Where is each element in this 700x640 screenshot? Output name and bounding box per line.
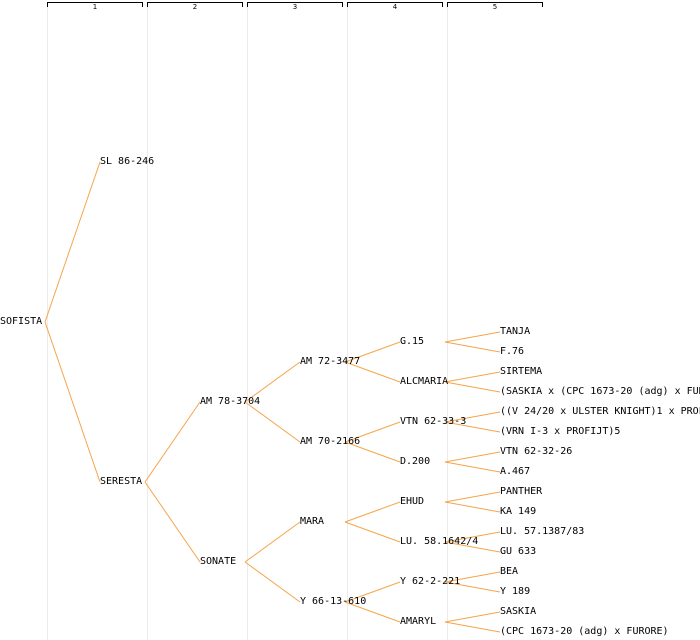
- pedigree-node-dam-sire[interactable]: AM 78-3704: [200, 396, 261, 407]
- pedigree-node-g3-2[interactable]: AM 70-2166: [300, 436, 361, 447]
- pedigree-node-g5-15[interactable]: SASKIA: [500, 606, 537, 617]
- pedigree-node-g5-13[interactable]: BEA: [500, 566, 519, 577]
- pedigree-node-g5-11[interactable]: LU. 57.1387/83: [500, 526, 585, 537]
- column-guide-5: [447, 4, 448, 640]
- connector-g4_2-g5_3: [444, 371, 501, 383]
- pedigree-node-g4-6[interactable]: LU. 58.1642/4: [400, 536, 479, 547]
- pedigree-node-g5-8[interactable]: A.467: [500, 466, 531, 477]
- connector-g4_3-g5_6: [444, 421, 501, 433]
- pedigree-node-g3-3[interactable]: MARA: [300, 516, 325, 527]
- connector-g4_5-g5_9: [444, 491, 501, 503]
- pedigree-node-g5-9[interactable]: PANTHER: [500, 486, 543, 497]
- pedigree-node-g5-14[interactable]: Y 189: [500, 586, 531, 597]
- column-guide-4: [347, 4, 348, 640]
- connector-g4_4-g5_7: [444, 451, 501, 463]
- pedigree-node-g3-1[interactable]: AM 72-3477: [300, 356, 361, 367]
- connector-dam_sire-g3_2: [244, 401, 301, 443]
- connector-g3_4-g4_7: [344, 581, 401, 603]
- pedigree-node-g5-4[interactable]: (SASKIA x (CPC 1673-20 (adg) x FURORE)): [500, 386, 700, 397]
- pedigree-node-g5-2[interactable]: F.76: [500, 346, 525, 357]
- generation-number: 3: [292, 3, 298, 11]
- column-guide-1: [47, 4, 48, 640]
- connector-g3_3-g4_5: [344, 501, 401, 523]
- connector-g3_1-g4_2: [344, 361, 401, 383]
- pedigree-node-g4-5[interactable]: EHUD: [400, 496, 425, 507]
- connector-g4_8-g5_15: [444, 611, 501, 623]
- pedigree-node-g4-1[interactable]: G.15: [400, 336, 425, 347]
- connector-root-sire: [44, 161, 101, 323]
- connector-g4_2-g5_4: [444, 381, 501, 393]
- pedigree-node-g5-12[interactable]: GU 633: [500, 546, 537, 557]
- connector-dam_sire-g3_1: [244, 361, 301, 403]
- pedigree-node-g5-3[interactable]: SIRTEMA: [500, 366, 543, 377]
- connector-dam_dam-g3_3: [244, 521, 301, 563]
- pedigree-node-g5-16[interactable]: (CPC 1673-20 (adg) x FURORE): [500, 626, 669, 637]
- connector-g4_5-g5_10: [444, 501, 501, 513]
- generation-header-2: 2: [147, 0, 243, 11]
- connector-g4_3-g5_5: [444, 411, 501, 423]
- generation-header-1: 1: [47, 0, 143, 11]
- pedigree-node-g3-4[interactable]: Y 66-13-610: [300, 596, 367, 607]
- connector-root-dam: [44, 321, 101, 483]
- generation-number: 2: [192, 3, 198, 11]
- connector-g4_1-g5_1: [444, 331, 501, 343]
- pedigree-node-sire[interactable]: SL 86-246: [100, 156, 155, 167]
- pedigree-node-g4-2[interactable]: ALCMARIA: [400, 376, 449, 387]
- pedigree-node-g4-8[interactable]: AMARYL: [400, 616, 437, 627]
- pedigree-node-g4-7[interactable]: Y 62-2-221: [400, 576, 461, 587]
- pedigree-node-g4-4[interactable]: D.200: [400, 456, 431, 467]
- connector-g4_1-g5_2: [444, 341, 501, 353]
- pedigree-node-g4-3[interactable]: VTN 62-33-3: [400, 416, 467, 427]
- connector-g4_4-g5_8: [444, 461, 501, 473]
- generation-number: 5: [492, 3, 498, 11]
- connector-g3_2-g4_4: [344, 441, 401, 463]
- generation-header-5: 5: [447, 0, 543, 11]
- generation-number: 4: [392, 3, 398, 11]
- pedigree-node-root[interactable]: SOFISTA: [0, 316, 43, 327]
- generation-number: 1: [92, 3, 98, 11]
- pedigree-node-g5-5[interactable]: ((V 24/20 x ULSTER KNIGHT)1 x PROFIJT): [500, 406, 700, 417]
- pedigree-node-g5-6[interactable]: (VRN I-3 x PROFIJT)5: [500, 426, 621, 437]
- pedigree-node-dam[interactable]: SERESTA: [100, 476, 143, 487]
- generation-header-4: 4: [347, 0, 443, 11]
- connector-g4_7-g5_14: [444, 581, 501, 593]
- column-guide-2: [147, 4, 148, 640]
- generation-header-3: 3: [247, 0, 343, 11]
- connector-dam_dam-g3_4: [244, 561, 301, 603]
- connector-g4_6-g5_11: [444, 531, 501, 543]
- connector-g3_2-g4_3: [344, 421, 401, 443]
- connector-g4_8-g5_16: [444, 621, 501, 633]
- connector-dam-dam_sire: [144, 401, 201, 483]
- connector-g3_3-g4_6: [344, 521, 401, 543]
- pedigree-node-g5-10[interactable]: KA 149: [500, 506, 537, 517]
- pedigree-node-g5-7[interactable]: VTN 62-32-26: [500, 446, 573, 457]
- column-guide-3: [247, 4, 248, 640]
- pedigree-node-g5-1[interactable]: TANJA: [500, 326, 531, 337]
- connector-g4_7-g5_13: [444, 571, 501, 583]
- connector-g3_1-g4_1: [344, 341, 401, 363]
- pedigree-node-dam-dam[interactable]: SONATE: [200, 556, 237, 567]
- connector-g3_4-g4_8: [344, 601, 401, 623]
- connector-g4_6-g5_12: [444, 541, 501, 553]
- connector-dam-dam_dam: [144, 481, 201, 563]
